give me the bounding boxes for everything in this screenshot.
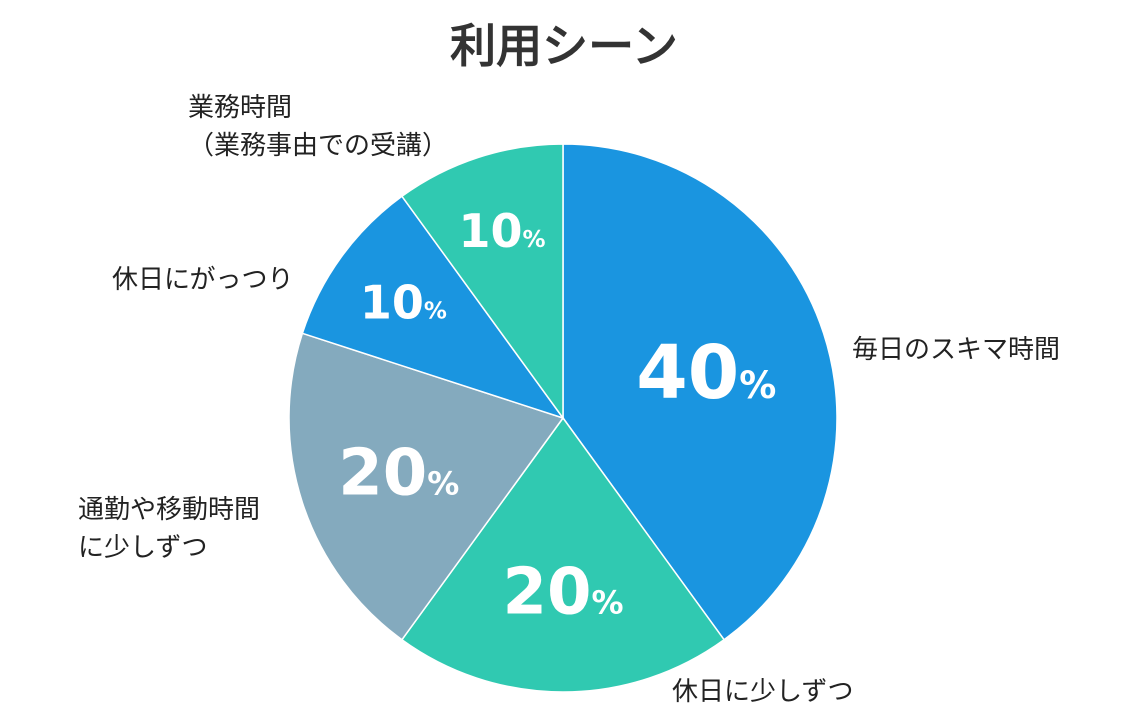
pie-slice-2: [288, 332, 565, 641]
pie-slice-4: [400, 143, 564, 421]
chart-title: 利用シーン: [450, 19, 678, 73]
category-label-0: 毎日のスキマ時間: [852, 335, 1060, 365]
slice-value-label-0: 40%: [636, 330, 776, 416]
pie-slice-1: [400, 416, 726, 693]
slice-value-label-4: 10%: [458, 204, 545, 258]
category-label-4: 業務時間（業務事由での受講）: [188, 93, 448, 161]
category-label-1: 休日に少しずつ: [672, 677, 853, 707]
category-label-3: 休日にがっつり: [112, 265, 293, 295]
slice-value-label-2: 20%: [338, 436, 459, 510]
pie-slice-3: [301, 195, 565, 420]
percentage-labels: 40% 20% 20% 10%10%: [338, 204, 776, 630]
category-label-2: 通勤や移動時間に少しずつ: [78, 495, 260, 563]
slice-value-label-1: 20%: [502, 556, 623, 630]
pie-slice-0: [562, 143, 838, 641]
slice-value-label-3: 10%: [360, 276, 447, 330]
pie-slices: [288, 143, 838, 693]
